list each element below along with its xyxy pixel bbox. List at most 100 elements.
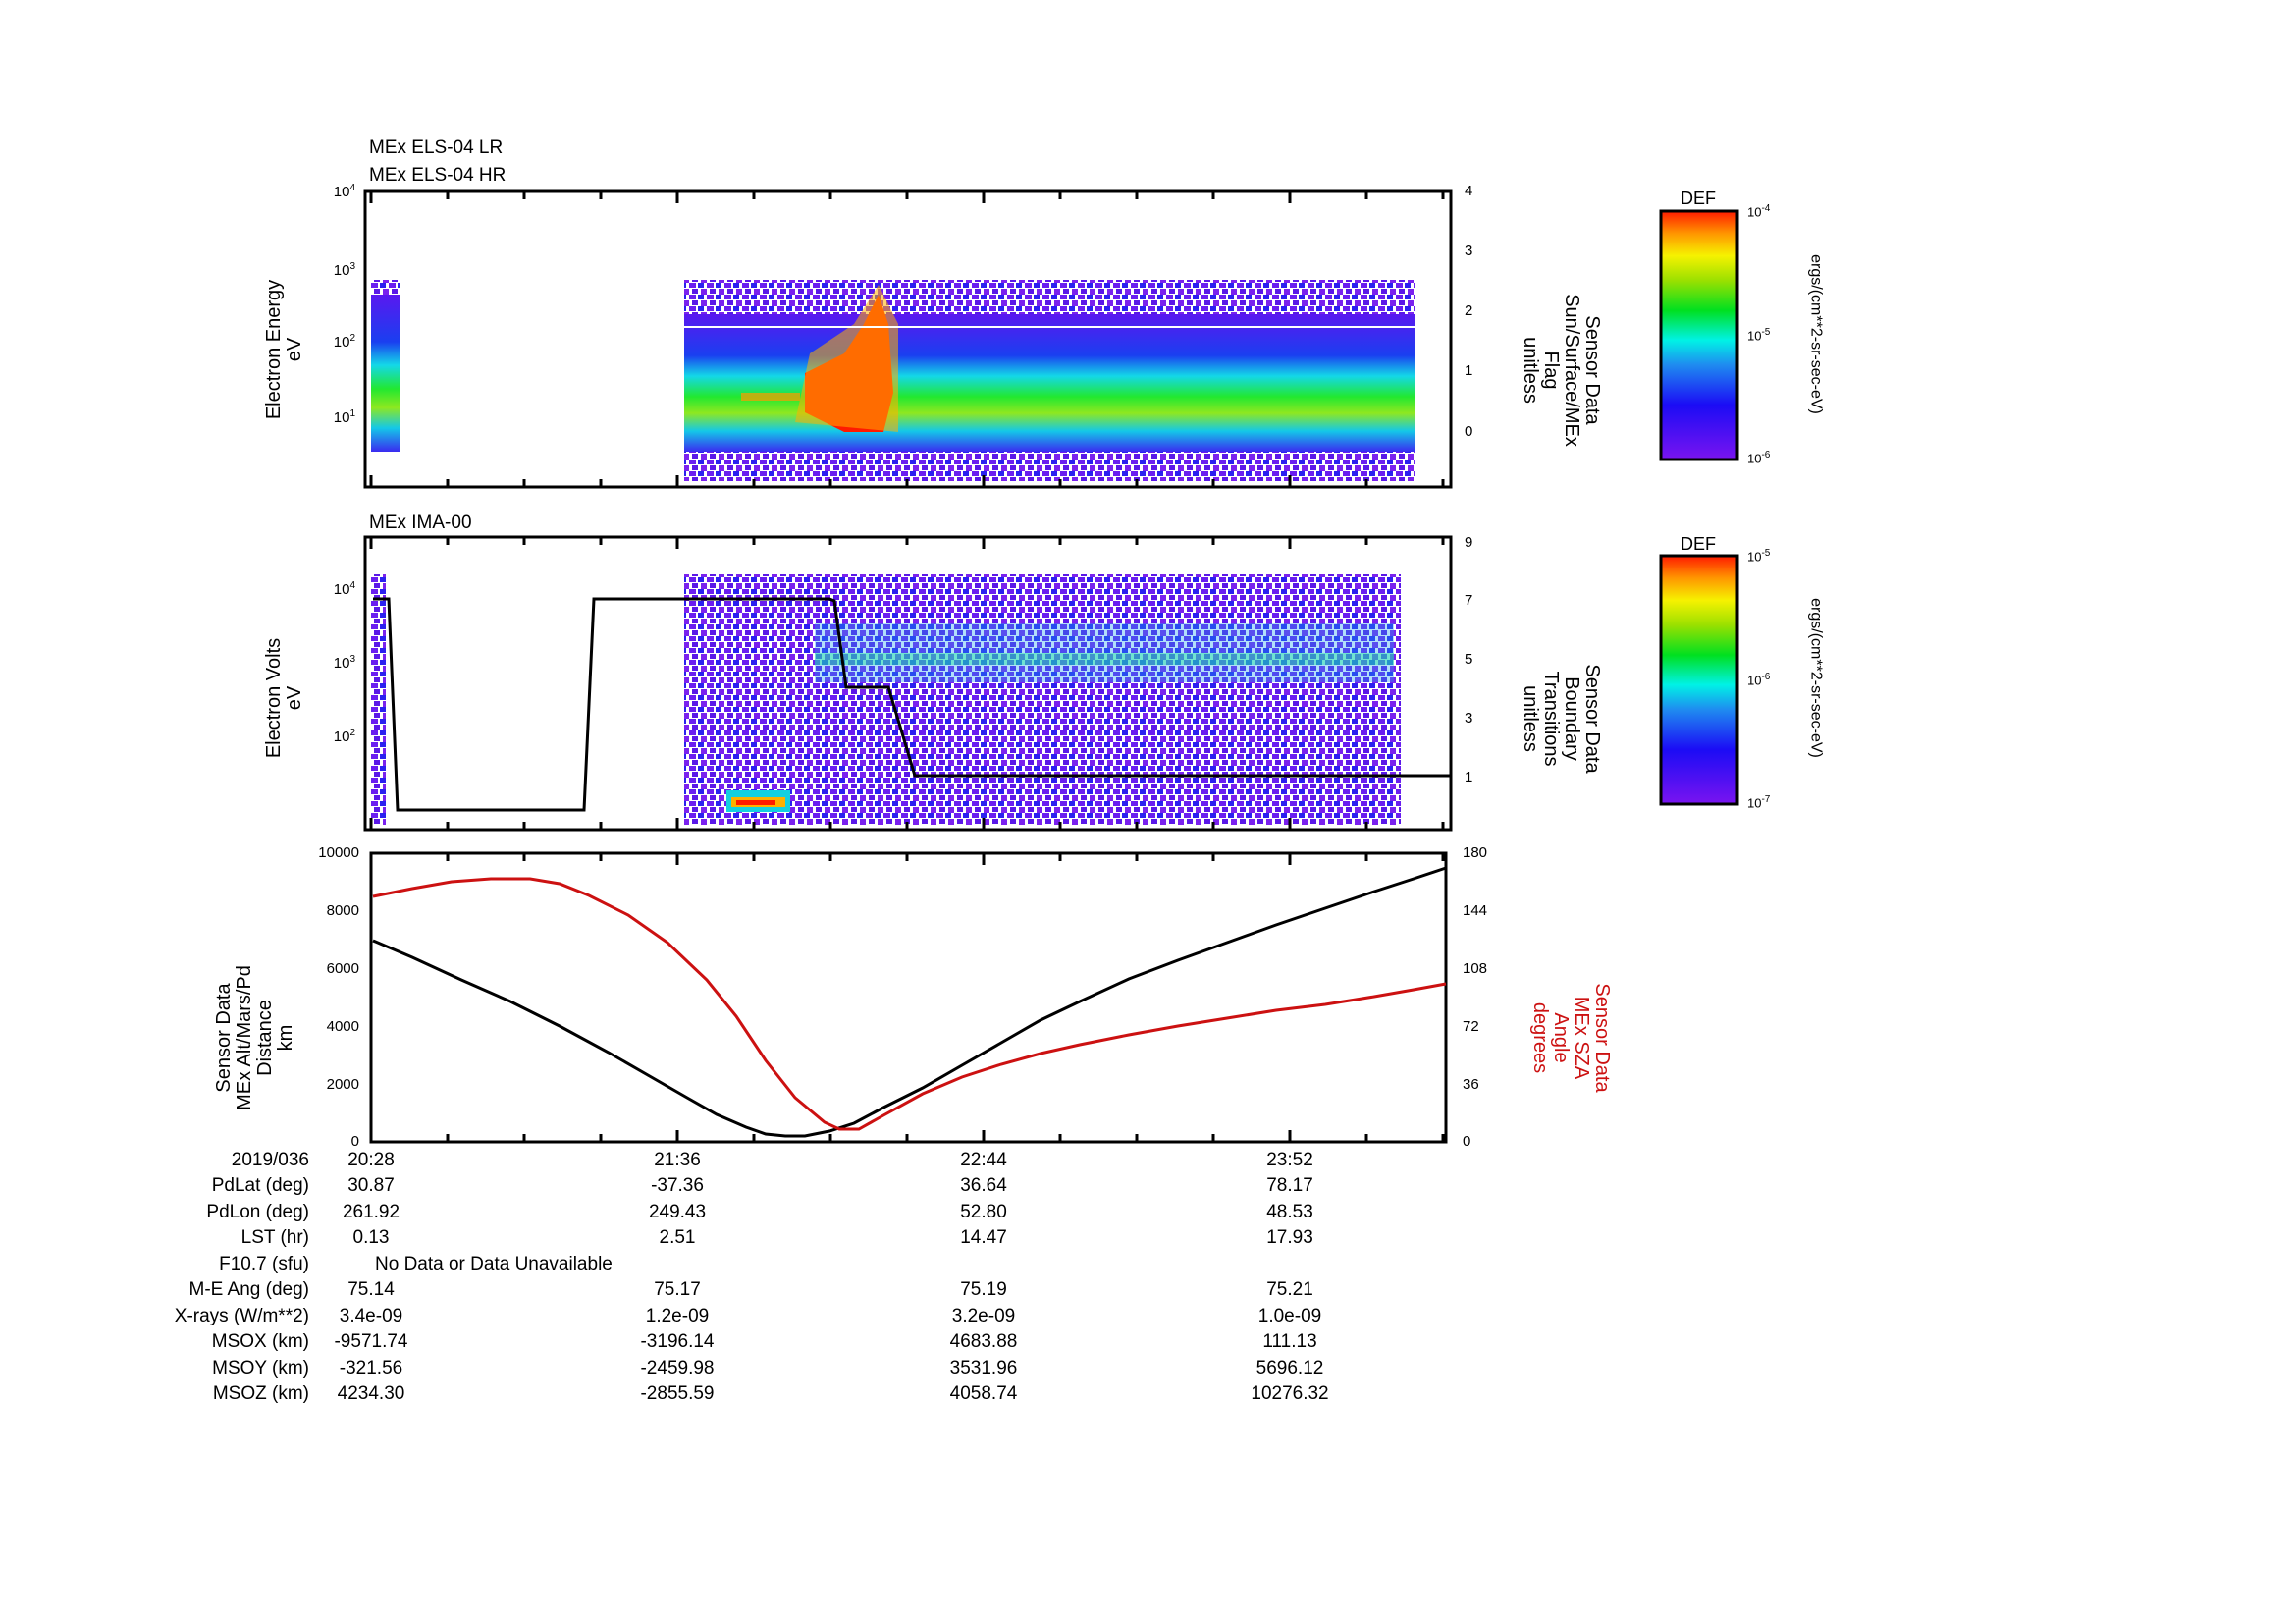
tick-label: 72 (1463, 1018, 1479, 1035)
tick-label: 180 (1463, 844, 1488, 861)
ephemeris-value: 4683.88 (949, 1331, 1018, 1352)
ephemeris-value: 75.21 (1266, 1279, 1313, 1300)
ephemeris-label: MSOZ (km) (212, 1383, 309, 1404)
tick-label: 102 (333, 333, 355, 351)
els-colorbar-title: DEF (1681, 189, 1716, 208)
tick-label: 101 (333, 408, 355, 426)
ephemeris-value: 0.13 (352, 1227, 390, 1248)
tick-label: 0 (1463, 1133, 1471, 1150)
ima-y-axis-label: Electron Volts eV (263, 637, 305, 759)
ephemeris-value: 10276.32 (1251, 1383, 1329, 1404)
ephemeris-value: 52.80 (960, 1201, 1007, 1222)
orbit-axes (369, 851, 1448, 1144)
tick-label: 4 (1465, 183, 1473, 199)
tick-label: 144 (1463, 902, 1488, 919)
ephemeris-value: 4234.30 (337, 1383, 405, 1404)
els-right-axis-label: Sensor Data Sun/Surface/MEx Flag unitles… (1520, 294, 1603, 447)
tick-label: 3 (1465, 710, 1473, 727)
tick-label: 103 (333, 261, 355, 279)
ephemeris-value: 48.53 (1266, 1201, 1313, 1222)
ephemeris-value: 1.0e-09 (1257, 1305, 1322, 1326)
ephemeris-label: M-E Ang (deg) (188, 1279, 310, 1300)
ephemeris-value: 75.14 (347, 1279, 395, 1300)
tick-label: 4000 (326, 1018, 359, 1035)
els-x-ticks (369, 191, 1445, 487)
ephemeris-value: 1.2e-09 (645, 1305, 710, 1326)
ephemeris-note: No Data or Data Unavailable (375, 1253, 613, 1274)
els-spectrogram (371, 280, 1415, 481)
ephemeris-value: 21:36 (654, 1150, 701, 1170)
ephemeris-value: 4058.74 (949, 1383, 1018, 1404)
ima-colorbar (1659, 554, 1739, 806)
ima-colorbar-units: ergs/(cm**2-sr-sec-eV) (1807, 598, 1825, 758)
altitude-line (372, 866, 1447, 1138)
tick-label: 2 (1465, 302, 1473, 319)
tick-label: 9 (1465, 534, 1473, 551)
tick-label: 0 (1465, 423, 1473, 440)
ephemeris-value: 23:52 (1266, 1150, 1313, 1170)
tick-label: 5 (1465, 651, 1473, 668)
ephemeris-value: -9571.74 (334, 1331, 408, 1352)
els-colorbar-min: 10-6 (1747, 450, 1771, 466)
tick-label: 104 (333, 580, 355, 598)
ephemeris-value: -321.56 (339, 1357, 403, 1379)
ephemeris-value: 75.17 (654, 1279, 701, 1300)
els-colorbar-max: 10-4 (1747, 203, 1771, 220)
orbit-x-ticks (369, 853, 1445, 1142)
ima-colorbar-max: 10-5 (1747, 548, 1771, 565)
ephemeris-value: 3.4e-09 (339, 1305, 403, 1326)
tick-label: 104 (333, 183, 355, 200)
ephemeris-value: 249.43 (648, 1201, 707, 1222)
ima-colorbar-title: DEF (1681, 534, 1716, 554)
els-colorbar-units: ergs/(cm**2-sr-sec-eV) (1807, 254, 1825, 414)
els-y-axis-label: Electron Energy eV (263, 279, 305, 420)
ephemeris-value: 17.93 (1266, 1227, 1313, 1248)
ephemeris-value: -2855.59 (640, 1383, 715, 1404)
ima-spectrogram (371, 574, 1401, 825)
ephemeris-value: 3531.96 (949, 1357, 1018, 1379)
ephemeris-value: 20:28 (347, 1150, 395, 1170)
ephemeris-value: -3196.14 (640, 1331, 715, 1352)
ephemeris-value: 5696.12 (1255, 1357, 1324, 1379)
ima-title: MEx IMA-00 (369, 513, 472, 533)
orbit-right-axis-label: Sensor Data MEx SZA Angle degrees (1529, 983, 1613, 1093)
ephemeris-label: LST (hr) (240, 1227, 309, 1248)
els-title-lr: MEx ELS-04 LR (369, 137, 504, 158)
ephemeris-value: 3.2e-09 (951, 1305, 1016, 1326)
els-colorbar-mid: 10-5 (1747, 327, 1771, 344)
sza-line (372, 877, 1447, 1131)
ima-colorbar-min: 10-7 (1747, 794, 1771, 811)
tick-label: 103 (333, 654, 355, 672)
ephemeris-value: 14.47 (960, 1227, 1007, 1248)
ephemeris-value: 22:44 (960, 1150, 1007, 1170)
tick-label: 36 (1463, 1076, 1479, 1093)
ephemeris-label: PdLon (deg) (206, 1201, 309, 1222)
tick-label: 8000 (326, 902, 359, 919)
ephemeris-value: 2.51 (659, 1227, 696, 1248)
ima-x-ticks (369, 537, 1445, 830)
tick-label: 102 (333, 728, 355, 745)
tick-label: 1 (1465, 769, 1473, 785)
ephemeris-value: 111.13 (1262, 1331, 1317, 1352)
ephemeris-label: F10.7 (sfu) (219, 1253, 309, 1274)
ephemeris-label: MSOY (km) (212, 1357, 309, 1379)
ephemeris-label: 2019/036 (231, 1150, 309, 1170)
tick-label: 10000 (318, 844, 359, 861)
tick-label: 1 (1465, 362, 1473, 379)
ephemeris-value: -37.36 (651, 1175, 704, 1196)
ima-colorbar-mid: 10-6 (1747, 672, 1771, 688)
ephemeris-label: X-rays (W/m**2) (174, 1305, 309, 1326)
ima-right-axis-label: Sensor Data Boundary Transitions unitles… (1520, 664, 1603, 774)
tick-label: 0 (350, 1133, 359, 1150)
ephemeris-value: 30.87 (347, 1175, 395, 1196)
els-colorbar (1659, 209, 1739, 461)
tick-label: 6000 (326, 960, 359, 977)
tick-label: 108 (1463, 960, 1488, 977)
ephemeris-label: PdLat (deg) (211, 1175, 309, 1196)
els-title-hr: MEx ELS-04 HR (369, 165, 507, 186)
tick-label: 7 (1465, 592, 1473, 609)
ephemeris-value: -2459.98 (640, 1357, 715, 1379)
ephemeris-label: MSOX (km) (211, 1331, 309, 1352)
tick-label: 3 (1465, 243, 1473, 259)
